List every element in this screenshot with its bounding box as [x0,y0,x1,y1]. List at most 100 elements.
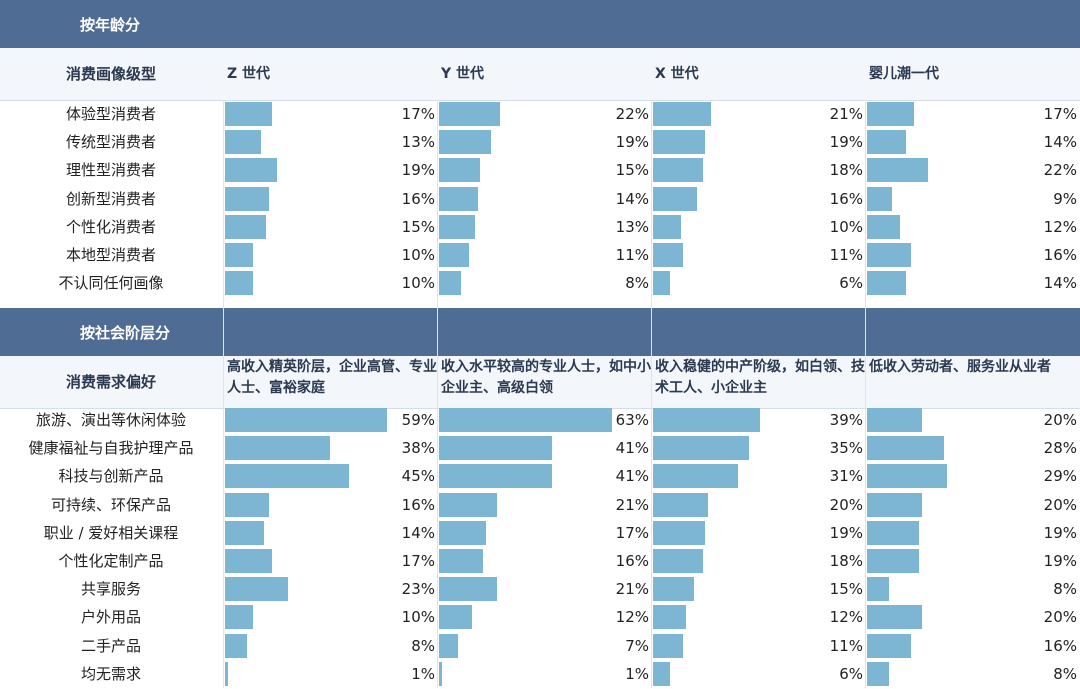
row-label-class: 可持续、环保产品 [50,495,171,514]
row-label-class: 职业 / 爱好相关课程 [43,523,179,542]
column-separator [223,100,224,688]
row-label-age: 个性化消费者 [65,217,156,236]
row-label-class: 二手产品 [80,636,141,655]
row-label-class: 户外用品 [80,608,141,627]
data-label-age: 19% [401,161,435,180]
data-label-class: 7% [625,636,649,655]
bar-class [653,520,706,545]
bar-class [439,633,459,658]
data-label-age: 9% [1053,189,1077,208]
data-label-class: 10% [401,608,435,627]
data-label-class: 8% [1053,664,1077,683]
bar-class [867,605,922,630]
column-header-age-0: Z 世代 [227,66,271,82]
data-label-class: 17% [615,523,649,542]
data-label-age: 10% [829,217,863,236]
column-separator [437,100,438,688]
bar-class [867,436,944,461]
data-label-class: 14% [401,523,435,542]
row-label-age: 传统型消费者 [65,133,156,152]
bar-class [867,549,920,573]
bar-class [653,605,686,630]
row-label-class: 健康福祉与自我护理产品 [28,439,194,458]
data-label-age: 17% [1043,105,1077,123]
column-separator [865,100,866,688]
bar-class [653,577,695,602]
data-label-age: 15% [615,161,649,180]
bar-age [653,214,681,239]
row-label-age: 体验型消费者 [65,105,156,123]
bar-class [867,492,922,517]
data-label-class: 12% [615,608,649,627]
data-label-age: 18% [829,161,863,180]
bar-age [867,243,911,267]
bar-class [439,408,613,432]
data-label-class: 6% [839,664,863,683]
column-header-age-1: Y 世代 [441,66,485,82]
data-label-age: 15% [401,217,435,236]
bar-class [439,661,442,686]
bar-age [225,158,278,183]
data-label-age: 13% [615,217,649,236]
bar-age [653,158,703,183]
bar-class [225,408,388,432]
bar-age [867,102,914,126]
data-label-class: 12% [829,608,863,627]
header-row-class [0,356,1080,409]
row-label-age: 创新型消费者 [65,189,156,208]
data-label-age: 13% [401,133,435,152]
bar-age [653,102,711,126]
column-header-age-3: 婴儿潮一代 [869,66,939,82]
bar-class [867,464,947,489]
data-label-class: 20% [1043,411,1077,429]
bar-age [439,102,500,126]
bar-class [439,577,497,602]
column-header-class-0: 高收入精英阶层，企业高管、专业人士、富裕家庭 [227,359,437,396]
data-label-class: 19% [829,523,863,542]
bar-age [439,214,475,239]
bar-age [439,271,461,296]
section-title-class: 按社会阶层分 [0,308,1080,356]
row-label-class: 共享服务 [80,580,141,599]
data-label-class: 16% [615,552,649,570]
data-label-class: 41% [615,439,649,458]
data-label-class: 17% [401,552,435,570]
data-label-age: 11% [615,246,649,264]
bar-class [439,464,552,489]
bar-class [653,492,708,517]
data-label-class: 19% [1043,523,1077,542]
bar-class [653,549,703,573]
data-label-class: 20% [1043,495,1077,514]
data-label-class: 19% [1043,552,1077,570]
column-header-class-3: 低收入劳动者、服务业从业者 [869,359,1051,375]
bar-class [225,492,269,517]
bar-class [439,436,552,461]
bar-age [225,130,261,155]
bar-age [653,130,706,155]
bar-age [867,186,892,211]
bar-age [867,130,906,155]
bar-class [653,436,750,461]
bar-age [225,102,272,126]
bar-class [225,549,272,573]
data-label-age: 16% [1043,246,1077,264]
data-label-class: 1% [625,664,649,683]
data-label-class: 29% [1043,467,1077,486]
bar-age [225,214,267,239]
bar-class [439,605,472,630]
bar-age [867,158,928,183]
data-label-class: 63% [615,411,649,429]
bar-class [439,549,483,573]
bar-age [867,214,900,239]
data-label-age: 16% [829,189,863,208]
data-label-age: 14% [1043,133,1077,152]
bar-class [439,492,497,517]
data-label-class: 38% [401,439,435,458]
bar-class [867,408,922,432]
data-label-age: 12% [1043,217,1077,236]
data-label-class: 59% [401,411,435,429]
bar-class [867,633,911,658]
row-label-age: 理性型消费者 [65,161,156,180]
data-label-age: 21% [829,105,863,123]
bar-class [867,661,889,686]
